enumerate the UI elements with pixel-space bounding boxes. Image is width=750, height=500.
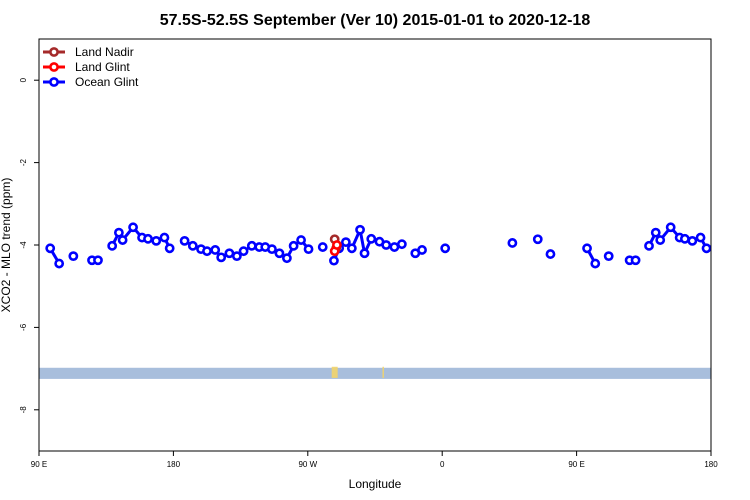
y-tick-label: -6 bbox=[19, 323, 28, 331]
ocean-glint-point bbox=[329, 255, 339, 266]
ocean-glint-point bbox=[644, 240, 654, 251]
ocean-glint-point bbox=[267, 244, 277, 255]
ocean-glint-point bbox=[679, 233, 690, 244]
land-glint-point bbox=[332, 240, 342, 250]
ocean-glint-point bbox=[296, 235, 306, 245]
x-tick-label: 180 bbox=[704, 460, 718, 469]
y-tick-label: -8 bbox=[19, 406, 28, 414]
legend-marker-ocean-glint bbox=[49, 77, 59, 87]
ocean-glint-point bbox=[54, 258, 65, 269]
x-tick-label: 90 E bbox=[31, 460, 47, 469]
ocean-band bbox=[39, 367, 711, 379]
ocean-glint-point bbox=[340, 237, 351, 248]
series-layer bbox=[45, 222, 712, 269]
ocean-glint-point bbox=[113, 227, 124, 238]
ocean-glint-point bbox=[231, 251, 242, 262]
ocean-glint-point bbox=[151, 235, 162, 246]
x-tick-label: 0 bbox=[440, 460, 445, 469]
ocean-glint-point bbox=[128, 222, 138, 233]
ocean-glint-point bbox=[389, 242, 400, 252]
ocean-glint-point bbox=[68, 251, 79, 262]
ocean-glint-point bbox=[224, 248, 235, 259]
x-axis-label: Longitude bbox=[349, 477, 402, 491]
y-axis-label: XCO2 - MLO trend (ppm) bbox=[0, 178, 13, 313]
ocean-glint-point bbox=[532, 234, 543, 245]
ocean-glint-point bbox=[281, 253, 292, 264]
ocean-glint-point bbox=[687, 235, 698, 246]
x-tick-label: 180 bbox=[167, 460, 181, 469]
ocean-glint-point bbox=[590, 258, 601, 269]
ocean-glint-point bbox=[359, 248, 370, 259]
ocean-glint-point bbox=[545, 249, 556, 259]
legend-marker-land-nadir bbox=[49, 47, 59, 57]
coastline-band bbox=[39, 366, 711, 379]
ocean-glint-point bbox=[246, 240, 257, 251]
legend-label-land-nadir: Land Nadir bbox=[75, 45, 134, 59]
y-axis: 0 -2 -4 -6 -8 bbox=[19, 77, 39, 413]
ocean-glint-point bbox=[317, 242, 328, 252]
ocean-glint-point bbox=[107, 240, 118, 251]
land-patch bbox=[331, 366, 338, 378]
ocean-glint-point bbox=[303, 244, 314, 255]
ocean-glint-point bbox=[396, 239, 407, 250]
ocean-glint-point bbox=[274, 248, 285, 259]
y-tick-label: -4 bbox=[19, 241, 28, 249]
ocean-glint-point bbox=[650, 227, 661, 238]
ocean-glint-point bbox=[665, 222, 676, 233]
land-patch bbox=[382, 366, 384, 378]
ocean-glint-point bbox=[210, 245, 221, 255]
ocean-glint-point bbox=[417, 245, 427, 255]
ocean-glint-point bbox=[366, 233, 377, 244]
legend-marker-land-glint bbox=[49, 62, 59, 72]
legend-label-ocean-glint: Ocean Glint bbox=[75, 75, 139, 89]
ocean-glint-point bbox=[440, 243, 451, 254]
chart-title: 57.5S-52.5S September (Ver 10) 2015-01-0… bbox=[160, 12, 591, 29]
x-tick-label: 90 E bbox=[568, 460, 584, 469]
ocean-glint-point bbox=[288, 240, 299, 251]
ocean-glint-point bbox=[164, 243, 175, 254]
ocean-glint-point bbox=[216, 252, 227, 263]
ocean-glint-point bbox=[187, 240, 198, 251]
ocean-glint-point bbox=[238, 246, 249, 257]
ocean-glint-point bbox=[603, 251, 614, 262]
ocean-glint-point bbox=[179, 235, 190, 246]
ocean-glint-point bbox=[117, 235, 128, 245]
ocean-glint-point bbox=[582, 243, 592, 254]
plot-frame bbox=[38, 38, 712, 452]
ocean-glint-point bbox=[381, 240, 392, 250]
ocean-glint-point bbox=[630, 255, 641, 266]
ocean-glint-point bbox=[695, 232, 706, 243]
y-tick-label: -2 bbox=[19, 158, 28, 166]
ocean-glint-point bbox=[143, 233, 153, 244]
legend-label-land-glint: Land Glint bbox=[75, 60, 130, 74]
x-tick-label: 90 W bbox=[298, 460, 317, 469]
ocean-glint-point bbox=[701, 243, 712, 254]
ocean-glint-point bbox=[159, 232, 170, 243]
ocean-glint-point bbox=[93, 255, 103, 266]
y-tick-label: 0 bbox=[19, 77, 28, 82]
ocean-glint-point bbox=[355, 224, 365, 235]
ocean-glint-point bbox=[346, 243, 357, 254]
x-axis: 90 E 180 90 W 0 90 E 180 bbox=[31, 451, 718, 469]
ocean-glint-point bbox=[45, 243, 56, 254]
ocean-glint-point bbox=[507, 238, 518, 248]
ocean-glint-point bbox=[202, 246, 212, 257]
ocean-glint-point bbox=[655, 235, 666, 245]
